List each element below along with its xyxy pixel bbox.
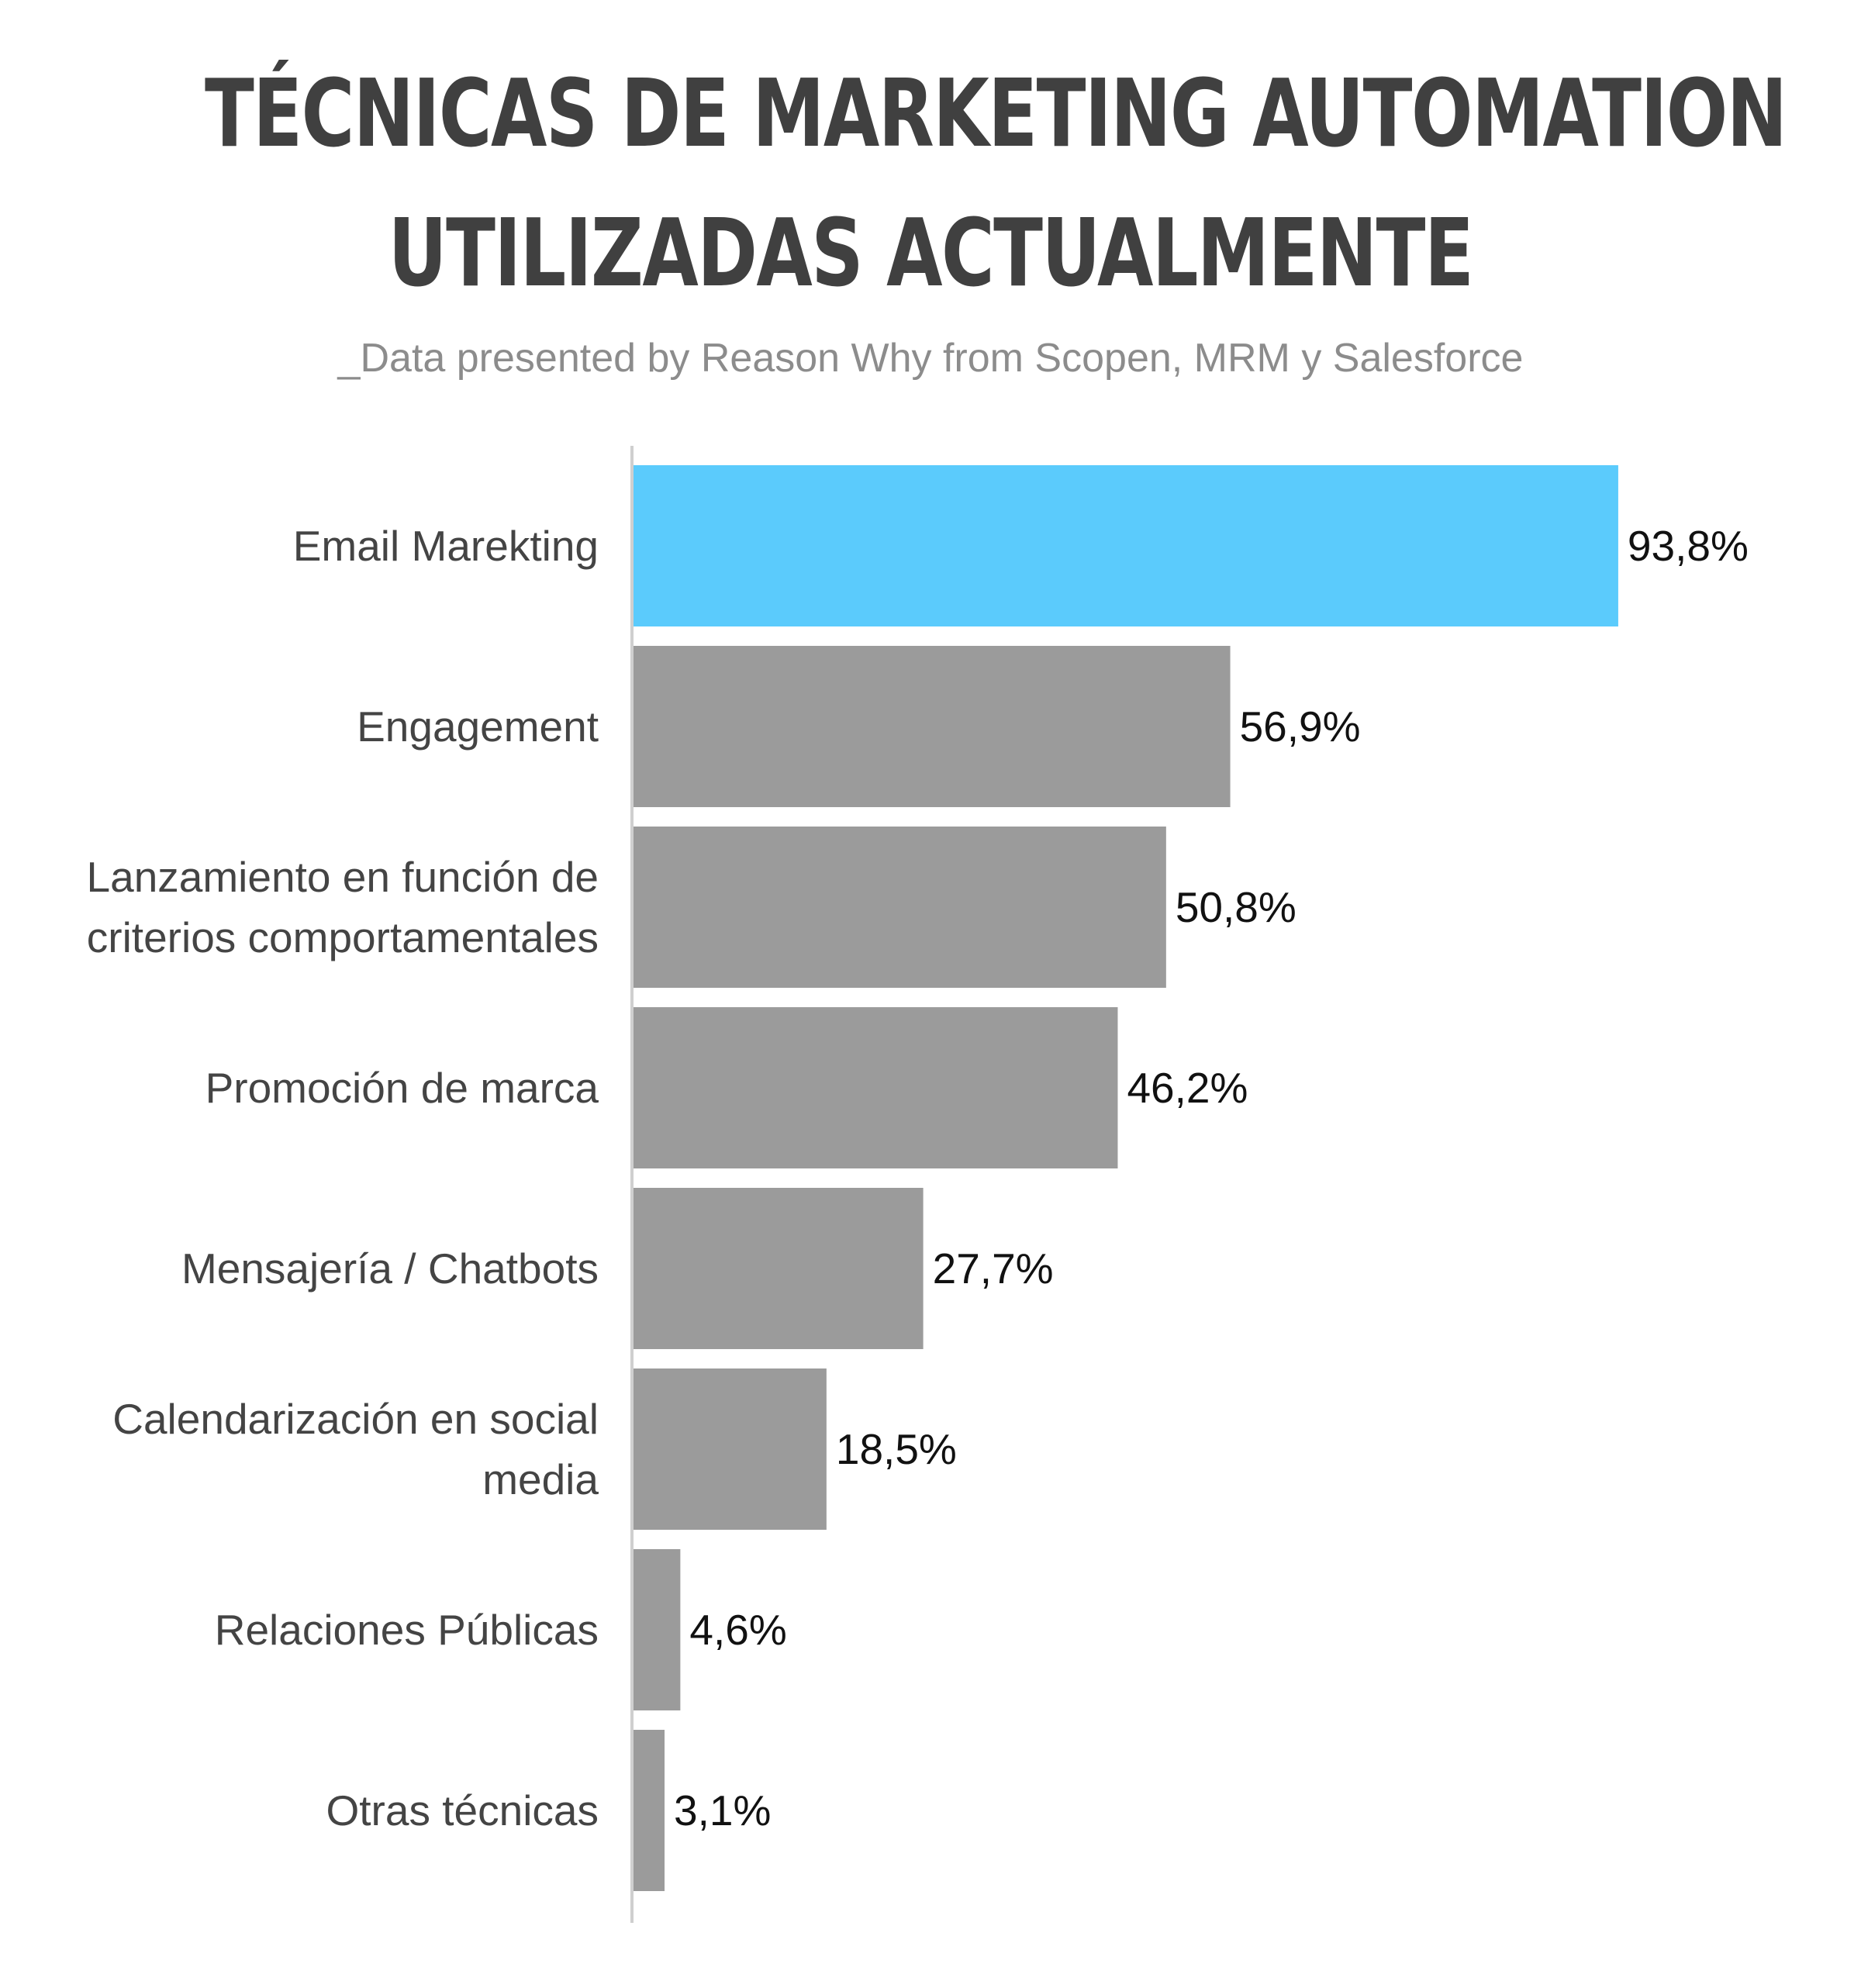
bar-4 xyxy=(632,1007,1118,1168)
category-label-line: media xyxy=(482,1455,599,1503)
category-label-2: Engagement xyxy=(357,702,599,751)
chart-title-line-2: UTILIZADAS ACTUALMENTE xyxy=(388,200,1474,308)
category-label-line: Promoción de marca xyxy=(205,1064,599,1112)
value-label-6: 18,5% xyxy=(836,1425,957,1473)
category-label-3: Lanzamiento en función de criterios compo… xyxy=(87,853,599,961)
bar-3 xyxy=(632,827,1166,988)
category-label-5: Mensajería / Chatbots xyxy=(181,1244,599,1293)
bar-6 xyxy=(632,1368,827,1530)
value-label-7: 4,6% xyxy=(689,1606,786,1654)
category-label-line: Otras técnicas xyxy=(326,1786,599,1834)
bar-1 xyxy=(632,465,1618,626)
category-label-line: Mensajería / Chatbots xyxy=(181,1244,599,1293)
value-label-4: 46,2% xyxy=(1127,1064,1248,1112)
bar-2 xyxy=(632,646,1231,807)
category-label-7: Relaciones Públicas xyxy=(215,1606,599,1654)
category-label-line: Lanzamiento en función de xyxy=(87,853,599,901)
category-label-line: Engagement xyxy=(357,702,599,751)
category-label-line: criterios comportamentales xyxy=(87,913,599,961)
value-label-2: 56,9% xyxy=(1240,702,1361,751)
bar-7 xyxy=(632,1549,681,1710)
category-label-line: Calendarización en social xyxy=(112,1395,599,1443)
category-label-8: Otras técnicas xyxy=(326,1786,599,1834)
category-label-1: Email Marekting xyxy=(293,522,599,570)
category-label-4: Promoción de marca xyxy=(205,1064,599,1112)
category-label-line: Relaciones Públicas xyxy=(215,1606,599,1654)
value-label-5: 27,7% xyxy=(933,1244,1054,1293)
value-label-3: 50,8% xyxy=(1176,883,1296,931)
bar-8 xyxy=(632,1730,665,1891)
chart-subtitle: _Data presented by Reason Why from Scope… xyxy=(337,336,1524,381)
category-label-line: Email Marekting xyxy=(293,522,599,570)
value-label-8: 3,1% xyxy=(674,1786,771,1834)
value-label-1: 93,8% xyxy=(1628,522,1749,570)
chart-title-line-1: TÉCNICAS DE MARKETING AUTOMATION xyxy=(205,60,1787,168)
category-label-6: Calendarización en social media xyxy=(112,1395,599,1503)
bar-5 xyxy=(632,1188,924,1349)
